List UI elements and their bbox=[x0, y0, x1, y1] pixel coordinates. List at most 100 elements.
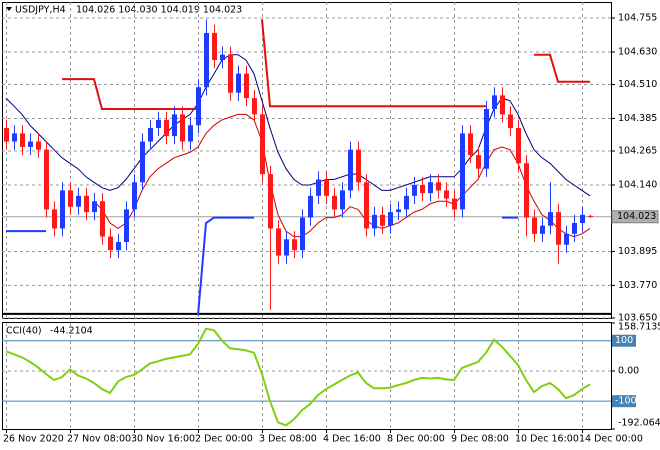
main-panel bbox=[2, 2, 612, 319]
candle-body bbox=[268, 174, 273, 229]
candle-body bbox=[396, 209, 401, 213]
indicator-line bbox=[5, 54, 591, 197]
candle-body bbox=[156, 119, 161, 128]
x-tick-label: 30 Nov 16:00 bbox=[131, 434, 195, 445]
candle-body bbox=[588, 215, 593, 217]
level-label: 100 bbox=[615, 335, 633, 346]
candle-body bbox=[60, 190, 65, 229]
candle-body bbox=[28, 141, 33, 147]
y-tick-label: -192.0645 bbox=[618, 418, 660, 429]
last-price-label: 104.023 bbox=[617, 211, 656, 222]
candle-body bbox=[84, 195, 89, 213]
y-tick-label: 103.895 bbox=[618, 246, 657, 257]
y-tick-label: 158.7135 bbox=[618, 322, 660, 333]
cci-panel bbox=[2, 322, 612, 430]
candle-body bbox=[4, 127, 9, 142]
y-tick-label: 103.770 bbox=[618, 280, 657, 291]
candle-body bbox=[292, 239, 297, 251]
candle-body bbox=[148, 127, 153, 142]
indicator-line bbox=[62, 19, 590, 110]
last-price-box bbox=[611, 210, 659, 224]
candle-body bbox=[380, 214, 385, 226]
candle-body bbox=[412, 184, 417, 196]
y-tick-label: 0.00 bbox=[618, 365, 639, 376]
y-tick-label: 104.385 bbox=[618, 113, 657, 124]
candle-body bbox=[132, 182, 137, 210]
level-box bbox=[612, 334, 636, 347]
x-tick-label: 8 Dec 00:00 bbox=[387, 434, 445, 445]
candle-body bbox=[236, 73, 241, 93]
x-tick-label: 10 Dec 16:00 bbox=[515, 434, 579, 445]
candle-body bbox=[260, 114, 265, 175]
candle-body bbox=[276, 228, 281, 256]
x-tick-label: 9 Dec 08:00 bbox=[451, 434, 509, 445]
chart-title: USDJPY,H4 bbox=[15, 5, 66, 16]
candle-body bbox=[324, 179, 329, 196]
candle-body bbox=[548, 212, 553, 226]
panel-icon bbox=[6, 7, 12, 11]
cci-value: -44.2104 bbox=[50, 326, 93, 337]
candle-body bbox=[116, 241, 121, 251]
candle-body bbox=[436, 182, 441, 191]
y-tick-label: 104.265 bbox=[618, 146, 657, 157]
candle-body bbox=[460, 133, 465, 210]
candle-body bbox=[308, 195, 313, 218]
level-label: -100 bbox=[615, 396, 637, 407]
candle-body bbox=[452, 198, 457, 210]
candle-body bbox=[20, 133, 25, 147]
candle-body bbox=[36, 141, 41, 150]
candle-body bbox=[244, 73, 249, 99]
candle-body bbox=[340, 190, 345, 210]
candle-body bbox=[556, 212, 561, 245]
candle-body bbox=[172, 114, 177, 137]
ohlc-text: 104.026 104.030 104.019 104.023 bbox=[76, 5, 242, 16]
candle-body bbox=[100, 201, 105, 237]
level-box bbox=[612, 395, 636, 408]
candle-body bbox=[420, 184, 425, 194]
x-tick-label: 3 Dec 08:00 bbox=[259, 434, 317, 445]
candle-body bbox=[140, 141, 145, 183]
candle-body bbox=[532, 217, 537, 234]
candle-body bbox=[500, 95, 505, 115]
candle-body bbox=[516, 127, 521, 164]
y-tick-label: 104.630 bbox=[618, 46, 657, 57]
candle-body bbox=[196, 87, 201, 126]
candle-body bbox=[212, 32, 217, 61]
candle-body bbox=[444, 190, 449, 199]
candle-body bbox=[76, 195, 81, 207]
candle-body bbox=[180, 114, 185, 142]
y-tick-label: 104.510 bbox=[618, 79, 657, 90]
candle-body bbox=[492, 95, 497, 109]
candle-body bbox=[300, 217, 305, 251]
candle-body bbox=[108, 236, 113, 251]
candle-body bbox=[12, 133, 17, 142]
candle-body bbox=[284, 239, 289, 256]
y-tick-label: 103.650 bbox=[618, 313, 657, 324]
candle-body bbox=[316, 179, 321, 196]
candle-body bbox=[332, 195, 337, 210]
candle-body bbox=[388, 212, 393, 226]
x-tick-label: 27 Nov 08:00 bbox=[67, 434, 131, 445]
candle-body bbox=[572, 222, 577, 234]
candle-body bbox=[44, 149, 49, 210]
candle-body bbox=[508, 114, 513, 128]
y-tick-label: 104.755 bbox=[618, 13, 657, 24]
candle-body bbox=[52, 209, 57, 229]
x-tick-label: 14 Dec 00:00 bbox=[579, 434, 643, 445]
candle-body bbox=[124, 209, 129, 242]
candle-body bbox=[476, 155, 481, 169]
cci-title: CCI(40) bbox=[6, 326, 42, 337]
x-tick-label: 2 Dec 00:00 bbox=[195, 434, 253, 445]
candle-body bbox=[540, 225, 545, 234]
x-tick-label: 26 Nov 2020 bbox=[3, 434, 64, 445]
candle-body bbox=[356, 149, 361, 183]
candle-body bbox=[348, 149, 353, 191]
candle-body bbox=[524, 163, 529, 218]
candle-body bbox=[364, 182, 369, 229]
candle-body bbox=[92, 201, 97, 213]
candle-body bbox=[204, 32, 209, 88]
candle-body bbox=[372, 214, 377, 229]
candle-body bbox=[252, 98, 257, 115]
candle-body bbox=[484, 108, 489, 169]
